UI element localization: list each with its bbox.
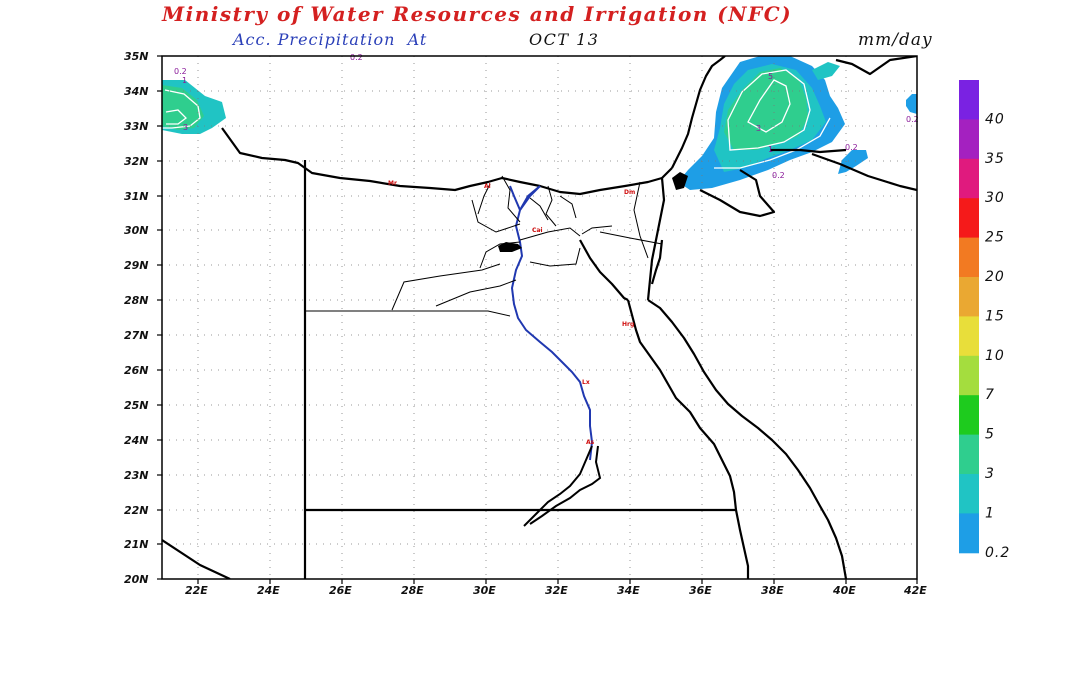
lake-nasser [523,445,602,527]
colorbar-label: 1 [985,505,995,521]
lon-label: 36E [689,584,712,597]
lon-label: 30E [473,584,496,597]
colorbar: 40 35 30 25 20 15 10 7 5 3 1 0.2 [959,80,1010,561]
lon-label: 32E [545,584,568,597]
colorbar-label: 40 [985,111,1005,127]
contour-value-labels: 0.2 1 3 0.2 5 3 1 0.2 0.2 0.2 [174,53,919,180]
qarun-lake [498,242,522,252]
rain-area-levant-north [812,62,840,80]
city-markers: Mr Al Dm Cai Hrg Lx As [388,180,635,446]
contour-label: 0.2 [772,171,785,180]
lat-label: 35N [124,50,149,63]
units-label: mm/day [858,30,933,50]
contour-lines [162,69,831,169]
colorbar-label: 20 [985,269,1005,285]
contour-label: 3 [183,123,188,132]
colorbar-swatch [959,237,979,278]
lat-label: 25N [124,399,149,412]
lat-label: 27N [124,329,149,342]
colorbar-swatch [959,198,979,239]
chart-subtitle: Acc. Precipitation At [233,30,428,49]
lat-label: 28N [124,294,149,307]
colorbar-swatch [959,277,979,317]
axis-ticks [157,55,918,584]
lat-label: 32N [124,155,149,168]
contour-label: 5 [768,72,773,81]
coastlines-borders [162,56,917,579]
governorate-boundaries [305,175,663,317]
city-label: Al [484,183,491,190]
precipitation-layer [162,56,917,190]
rain-core-libya [162,85,204,130]
city-label: Lx [582,379,590,386]
lon-label: 24E [257,584,280,597]
lat-label: 29N [124,259,149,272]
contour-label: 1 [182,76,187,85]
lon-label: 34E [617,584,640,597]
contour-label: 0.2 [350,53,363,62]
chart-date: OCT 13 [529,30,600,49]
lon-label: 22E [185,584,208,597]
lat-label: 22N [124,504,149,517]
city-label: As [586,439,595,446]
colorbar-label: 30 [985,190,1005,206]
colorbar-label: 10 [985,348,1005,364]
colorbar-swatch [959,395,979,436]
lat-label: 26N [124,364,149,377]
contour-label: 3 [756,124,761,133]
colorbar-label: 7 [985,387,995,403]
lat-label: 21N [124,538,149,551]
lat-label: 24N [124,434,149,447]
colorbar-swatch [959,316,979,357]
rain-area-east-edge [906,94,917,114]
city-label: Mr [388,180,397,187]
lat-label: 33N [124,120,149,133]
contour-label: 1 [768,145,773,154]
lon-label: 38E [761,584,784,597]
colorbar-label: 25 [985,230,1005,246]
colorbar-label: 0.2 [985,545,1010,561]
latitude-labels: 35N 34N 33N 32N 31N 30N 29N 28N 27N 26N … [124,50,149,586]
contour-label: 0.2 [845,143,858,152]
colorbar-swatch [959,474,979,514]
dead-sea [672,172,688,190]
map-frame [161,55,918,580]
colorbar-label: 5 [985,427,995,443]
colorbar-swatch [959,434,979,475]
city-label: Hrg [622,321,634,328]
lon-label: 28E [401,584,424,597]
rain-area-iraq [838,150,868,174]
contour-label: 0.2 [906,115,919,124]
lon-label: 26E [329,584,352,597]
chart-title: Ministry of Water Resources and Irrigati… [162,2,793,26]
colorbar-label: 15 [985,308,1005,324]
colorbar-label: 3 [985,466,995,482]
lon-label: 40E [832,584,856,597]
lon-label: 42E [903,584,927,597]
city-label: Dm [624,189,635,196]
longitude-labels: 22E 24E 26E 28E 30E 32E 34E 36E 38E 40E … [185,584,927,597]
colorbar-swatch [959,119,979,160]
colorbar-swatch [959,80,979,120]
lat-label: 34N [124,85,149,98]
lat-label: 23N [124,469,149,482]
lat-label: 30N [124,224,149,237]
colorbar-swatch [959,158,979,199]
nile-river [509,185,594,461]
lat-label: 31N [124,190,149,203]
contour-label: 0.2 [174,67,187,76]
city-label: Cai [532,227,543,234]
colorbar-swatch [959,513,979,554]
colorbar-swatch [959,355,979,396]
colorbar-label: 35 [985,151,1005,167]
lat-label: 20N [124,573,149,586]
